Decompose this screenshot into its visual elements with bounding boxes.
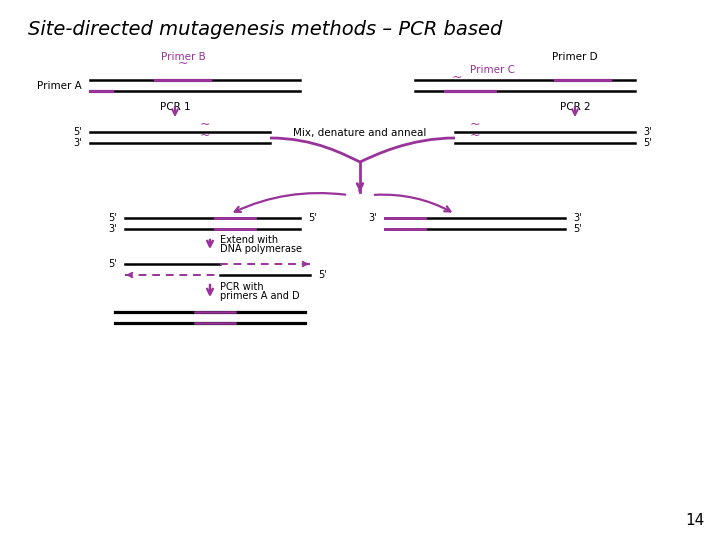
Text: 3': 3'	[369, 213, 377, 223]
Text: ~: ~	[199, 118, 210, 131]
Text: PCR 1: PCR 1	[160, 102, 190, 112]
Text: ~: ~	[469, 118, 480, 131]
Text: ~: ~	[469, 129, 480, 142]
Text: 5': 5'	[108, 213, 117, 223]
Text: 3': 3'	[109, 224, 117, 234]
Text: Primer B: Primer B	[161, 52, 205, 62]
Text: Primer D: Primer D	[552, 52, 598, 62]
Text: 3': 3'	[73, 138, 82, 148]
Text: Site-directed mutagenesis methods – PCR based: Site-directed mutagenesis methods – PCR …	[28, 20, 503, 39]
Text: primers A and D: primers A and D	[220, 291, 300, 301]
Text: 3': 3'	[573, 213, 582, 223]
Text: DNA polymerase: DNA polymerase	[220, 244, 302, 254]
Text: Primer C: Primer C	[470, 65, 515, 75]
Text: 5': 5'	[318, 270, 327, 280]
Text: 5': 5'	[573, 224, 582, 234]
Text: ~: ~	[451, 71, 462, 84]
Text: PCR with: PCR with	[220, 282, 264, 292]
Text: 3': 3'	[643, 127, 652, 137]
Text: 5': 5'	[73, 127, 82, 137]
Text: Primer A: Primer A	[37, 81, 82, 91]
Text: Mix, denature and anneal: Mix, denature and anneal	[293, 128, 427, 138]
Text: 5': 5'	[108, 259, 117, 269]
Text: 14: 14	[685, 513, 705, 528]
Text: ~: ~	[199, 129, 210, 142]
Text: ~: ~	[178, 57, 188, 70]
Text: PCR 2: PCR 2	[559, 102, 590, 112]
Text: Extend with: Extend with	[220, 235, 278, 245]
Text: 5': 5'	[643, 138, 652, 148]
Text: 5': 5'	[308, 213, 317, 223]
